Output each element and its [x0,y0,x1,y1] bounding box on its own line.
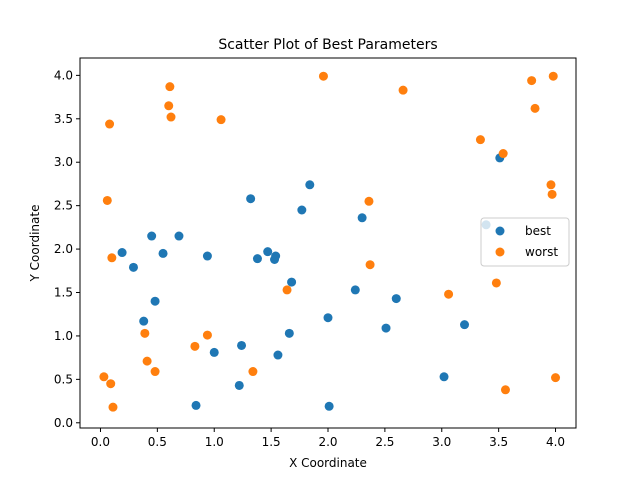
worst-point [142,356,152,366]
worst-point [216,115,226,125]
x-tick-label: 3.5 [489,435,508,449]
y-axis-title: Y Coordinate [28,205,42,283]
best-point [150,296,160,306]
best-point [357,213,367,223]
best-point [287,277,297,287]
worst-point [530,103,540,113]
x-axis-title: X Coordinate [289,456,367,470]
worst-point [547,189,557,199]
best-point [271,251,281,261]
y-tick-label: 2.5 [54,199,73,213]
best-point [273,350,283,360]
worst-point [102,195,112,205]
series-best [117,153,505,411]
best-point [158,248,168,258]
worst-point [165,82,175,92]
best-point [263,247,273,257]
x-tick-label: 1.0 [205,435,224,449]
best-point [284,328,294,338]
worst-point [105,119,115,129]
worst-point [140,328,150,338]
x-tick-label: 1.5 [262,435,281,449]
best-point [305,180,315,190]
worst-point [282,285,292,295]
best-point [439,372,449,382]
worst-point [475,135,485,145]
legend: best worst [480,217,570,267]
y-tick-label: 3.5 [54,112,73,126]
best-point [234,380,244,390]
best-point [297,205,307,215]
best-point [391,294,401,304]
worst-point [491,278,501,288]
best-point [147,231,157,241]
chart-title: Scatter Plot of Best Parameters [218,37,437,53]
worst-point [150,367,160,377]
best-point [191,400,201,410]
x-tick-label: 2.5 [375,435,394,449]
y-tick-label: 1.0 [54,329,73,343]
best-point [117,248,127,258]
x-tick-label: 0.0 [91,435,110,449]
y-tick-label: 3.0 [54,155,73,169]
x-axis-ticks: 0.0 0.5 1.0 1.5 2.0 2.5 3.0 3.5 4.0 [91,428,565,449]
x-tick-label: 4.0 [546,435,565,449]
worst-point [546,180,556,190]
legend-marker-worst [495,247,505,257]
best-point [324,401,334,411]
best-point [252,254,262,264]
worst-point [106,379,116,389]
worst-point [444,289,454,299]
best-point [246,194,256,204]
worst-point [365,260,375,270]
y-axis-ticks: 0.0 0.5 1.0 1.5 2.0 2.5 3.0 3.5 4.0 [54,68,80,430]
y-tick-label: 4.0 [54,68,73,82]
best-point [237,340,247,350]
x-tick-label: 2.0 [318,435,337,449]
plot-area-frame [79,57,577,429]
worst-point [190,341,200,351]
best-point [174,231,184,241]
y-tick-label: 0.0 [54,416,73,430]
legend-label-best: best [525,224,551,238]
worst-point [548,71,558,81]
worst-point [398,85,408,95]
worst-point [108,402,118,412]
best-point [350,285,360,295]
worst-point [500,385,510,395]
best-point [128,262,138,272]
best-point [381,323,391,333]
best-point [202,251,212,261]
best-point [323,313,333,323]
worst-point [202,330,212,340]
legend-marker-best [495,226,505,236]
worst-point [527,76,537,86]
series-worst [99,71,561,412]
best-point [209,347,219,357]
worst-point [364,196,374,206]
worst-point [248,367,258,377]
worst-point [498,149,508,159]
worst-point [551,373,561,383]
worst-point [164,101,174,111]
best-point [139,316,149,326]
data-points [99,71,561,412]
worst-point [318,71,328,81]
worst-point [99,372,109,382]
y-tick-label: 0.5 [54,372,73,386]
legend-label-worst: worst [525,245,558,259]
worst-point [166,112,176,122]
y-tick-label: 1.5 [54,286,73,300]
x-tick-label: 0.5 [148,435,167,449]
worst-point [107,253,117,263]
x-tick-label: 3.0 [432,435,451,449]
best-point [460,320,470,330]
y-tick-label: 2.0 [54,242,73,256]
